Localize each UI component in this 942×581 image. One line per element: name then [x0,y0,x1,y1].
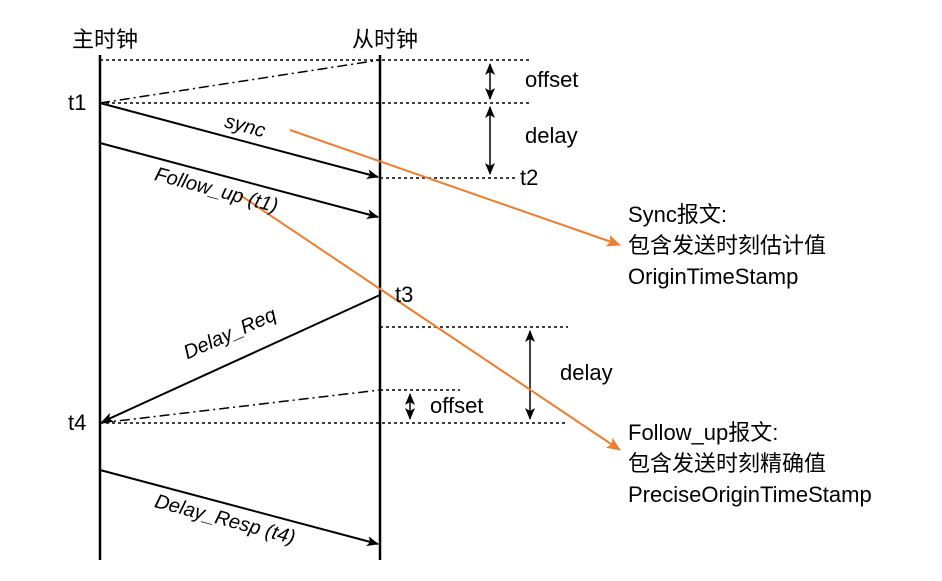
delayreq-arrow [102,295,380,422]
followup-callout-line3: PreciseOriginTimeStamp [628,480,872,511]
sync-callout-line2: 包含发送时刻估计值 [628,231,826,262]
master-label: 主时钟 [72,22,138,54]
sync-callout-line1: Sync报文: [628,200,826,231]
t1-label: t1 [68,90,86,116]
followup-callout-line2: 包含发送时刻精确值 [628,449,872,480]
bot-delay-label: delay [560,360,613,386]
t2-label: t2 [520,165,538,191]
top-dashdot [100,60,380,103]
top-delay-label: delay [525,123,578,149]
slave-label: 从时钟 [352,22,418,54]
bot-offset-label: offset [430,393,483,419]
bot-dashdot [100,390,380,423]
t4-label: t4 [68,410,86,436]
followup-callout-text: Follow_up报文: 包含发送时刻精确值 PreciseOriginTime… [628,418,872,510]
sync-callout-text: Sync报文: 包含发送时刻估计值 OriginTimeStamp [628,200,826,292]
t3-label: t3 [395,282,413,308]
sync-callout-line3: OriginTimeStamp [628,262,826,293]
followup-callout-line1: Follow_up报文: [628,418,872,449]
top-offset-label: offset [525,67,578,93]
